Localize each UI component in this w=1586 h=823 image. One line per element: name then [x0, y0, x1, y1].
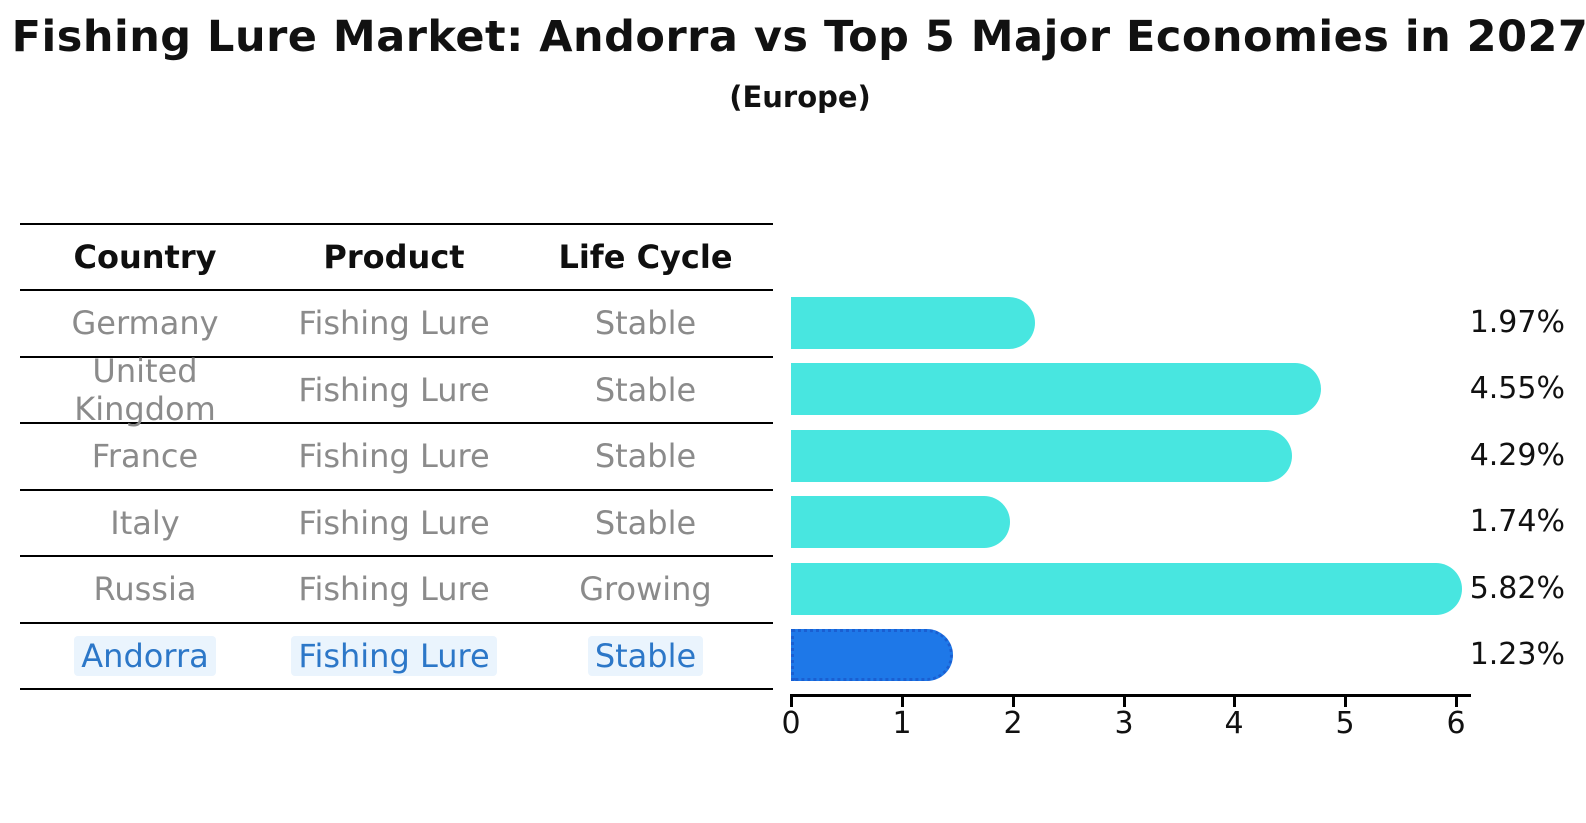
- product-cell: Fishing Lure: [298, 370, 490, 409]
- x-axis-tick: [790, 697, 793, 707]
- table-header-row: Country Product Life Cycle: [20, 225, 773, 291]
- table-row-france: France Fishing Lure Stable: [20, 424, 773, 491]
- life-cycle-cell: Stable: [594, 503, 697, 542]
- table-row-andorra-highlighted: Andorra Fishing Lure Stable: [20, 624, 773, 690]
- product-cell: Fishing Lure: [298, 437, 490, 476]
- bar-france: [791, 430, 1292, 482]
- x-axis-tick-label: 5: [1335, 706, 1355, 741]
- country-table: Country Product Life Cycle Germany Fishi…: [20, 223, 773, 690]
- column-header-life-cycle: Life Cycle: [558, 238, 733, 276]
- bar-russia: [791, 563, 1462, 615]
- bar-united-kingdom: [791, 363, 1321, 415]
- table-row-united-kingdom: United Kingdom Fishing Lure Stable: [20, 352, 773, 428]
- value-label: 4.29%: [1469, 438, 1565, 473]
- column-header-product: Product: [323, 238, 465, 276]
- country-cell: Germany: [71, 304, 219, 343]
- x-axis-tick-label: 6: [1446, 706, 1466, 741]
- country-cell: United Kingdom: [74, 351, 216, 428]
- value-label: 1.74%: [1469, 504, 1565, 539]
- country-cell: Andorra: [20, 635, 270, 676]
- x-axis-tick-label: 2: [1003, 706, 1023, 741]
- x-axis-tick-label: 3: [1114, 706, 1134, 741]
- x-axis-tick-label: 1: [892, 706, 912, 741]
- country-cell: France: [91, 437, 199, 476]
- value-label: 5.82%: [1469, 571, 1565, 606]
- life-cycle-cell: Stable: [518, 635, 773, 676]
- product-cell: Fishing Lure: [270, 635, 518, 676]
- country-cell: Italy: [110, 503, 180, 542]
- highlighted-life-cycle-label: Stable: [587, 635, 704, 676]
- x-axis-tick-label: 0: [781, 706, 801, 741]
- x-axis-tick: [1455, 697, 1458, 707]
- x-axis-tick: [1123, 697, 1126, 707]
- chart-subtitle: (Europe): [729, 80, 871, 114]
- product-cell: Fishing Lure: [298, 570, 490, 609]
- life-cycle-cell: Stable: [594, 370, 697, 409]
- x-axis-tick-label: 4: [1224, 706, 1244, 741]
- x-axis-tick: [1233, 697, 1236, 707]
- country-cell: Russia: [93, 570, 197, 609]
- life-cycle-cell: Stable: [594, 304, 697, 343]
- table-row-germany: Germany Fishing Lure Stable: [20, 291, 773, 358]
- life-cycle-cell: Stable: [594, 437, 697, 476]
- x-axis-tick: [901, 697, 904, 707]
- x-axis-line: [790, 694, 1471, 697]
- bar-italy: [791, 496, 1010, 548]
- product-cell: Fishing Lure: [298, 304, 490, 343]
- highlighted-country-label: Andorra: [74, 635, 216, 676]
- table-row-italy: Italy Fishing Lure Stable: [20, 491, 773, 557]
- column-header-country: Country: [73, 238, 217, 276]
- table-row-russia: Russia Fishing Lure Growing: [20, 557, 773, 624]
- value-label: 4.55%: [1469, 371, 1565, 406]
- x-axis-tick: [1012, 697, 1015, 707]
- product-cell: Fishing Lure: [298, 503, 490, 542]
- highlighted-product-label: Fishing Lure: [291, 635, 497, 676]
- bar-germany: [791, 297, 1035, 349]
- value-label: 1.23%: [1469, 637, 1565, 672]
- chart-title: Fishing Lure Market: Andorra vs Top 5 Ma…: [11, 12, 1586, 62]
- bar-andorra-highlighted: [791, 629, 953, 681]
- value-label: 1.97%: [1469, 305, 1565, 340]
- x-axis-tick: [1344, 697, 1347, 707]
- life-cycle-cell: Growing: [579, 570, 712, 609]
